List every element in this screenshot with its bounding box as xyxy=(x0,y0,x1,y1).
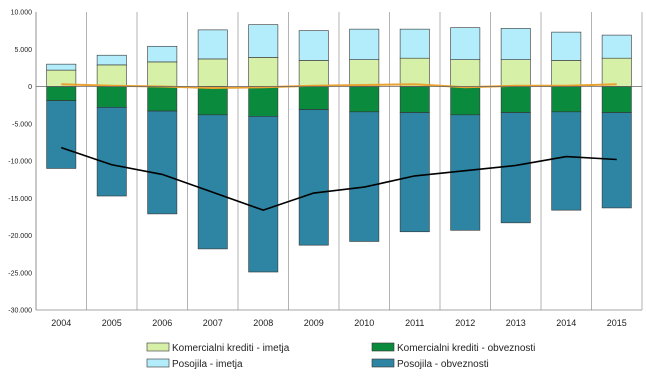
legend-label: Posojila - obveznosti xyxy=(397,359,489,370)
bar-2010-series-1 xyxy=(349,28,380,60)
bar-2011-series-0 xyxy=(399,57,430,87)
x-axis-labels: 2004 2005 2006 2007 2008 2009 2010 2011 2012 2013… xyxy=(51,318,627,328)
x-tick-label: 2010 xyxy=(354,318,374,328)
y-tick-label: 0 xyxy=(28,84,32,91)
bar-2007-series-0 xyxy=(197,58,228,87)
x-tick-label: 2007 xyxy=(203,318,223,328)
bar-2011-series-2 xyxy=(399,86,430,113)
bar-2013-series-2 xyxy=(500,86,531,113)
legend-label: Komercialni krediti - obveznosti xyxy=(397,343,535,354)
bar-2007-series-1 xyxy=(197,29,228,60)
bar-2011-series-1 xyxy=(399,28,430,59)
bar-2015-series-1 xyxy=(601,34,632,59)
y-tick-label: 10.000 xyxy=(11,10,33,17)
axes xyxy=(35,12,642,311)
x-tick-label: 2012 xyxy=(455,318,475,328)
bar-2015-series-2 xyxy=(601,86,632,113)
bar-2004-series-2 xyxy=(46,86,77,101)
x-tick-label: 2004 xyxy=(51,318,71,328)
x-tick-label: 2014 xyxy=(556,318,576,328)
x-tick-label: 2008 xyxy=(253,318,273,328)
bar-2010-series-0 xyxy=(349,59,380,87)
y-tick-label: 5.000 xyxy=(14,47,32,54)
bar-2014-series-2 xyxy=(551,86,582,113)
bar-2012-series-0 xyxy=(450,59,481,87)
x-tick-label: 2006 xyxy=(152,318,172,328)
bar-2012-series-1 xyxy=(450,27,481,60)
bar-2009-series-1 xyxy=(298,30,329,61)
y-tick-label: -10.000 xyxy=(8,159,32,166)
bar-2005-series-3 xyxy=(96,107,127,197)
legend-swatch xyxy=(371,358,395,368)
x-tick-label: 2009 xyxy=(304,318,324,328)
bar-2014-series-0 xyxy=(551,60,582,87)
y-tick-label: -30.000 xyxy=(8,308,32,315)
bar-2005-series-1 xyxy=(96,54,127,66)
x-tick-label: 2011 xyxy=(405,318,424,328)
bar-2008-series-3 xyxy=(248,116,279,273)
legend-swatch xyxy=(146,358,170,368)
bar-2014-series-3 xyxy=(551,111,582,211)
bar-2010-series-3 xyxy=(349,111,380,242)
y-axis-labels: 10.000 5.000 0 -5.000 -10.000 -15.000 -20.000 -… xyxy=(8,10,32,315)
bar-2006-series-1 xyxy=(147,45,178,63)
legend-swatch xyxy=(371,342,395,352)
legend-label: Posojila - imetja xyxy=(172,359,243,370)
y-tick-label: -5.000 xyxy=(12,121,32,128)
bar-2009-series-2 xyxy=(298,86,329,110)
bar-2004-series-3 xyxy=(46,100,77,169)
y-tick-label: -15.000 xyxy=(8,196,32,203)
bar-2015-series-3 xyxy=(601,112,632,209)
y-tick-label: -25.000 xyxy=(8,270,32,277)
bar-2007-series-2 xyxy=(197,86,228,116)
bar-2013-series-1 xyxy=(500,28,531,60)
bar-2006-series-2 xyxy=(147,86,178,112)
legend-label: Komercialni krediti - imetja xyxy=(172,343,290,354)
bar-2012-series-2 xyxy=(450,86,481,116)
bar-2006-series-0 xyxy=(147,61,178,87)
bar-2005-series-0 xyxy=(96,64,127,87)
bar-2014-series-1 xyxy=(551,31,582,61)
bar-2008-series-1 xyxy=(248,24,279,58)
bar-2012-series-3 xyxy=(450,114,481,231)
line-series-1 xyxy=(60,146,617,211)
bar-2013-series-3 xyxy=(500,112,531,224)
bar-2015-series-0 xyxy=(601,57,632,87)
x-tick-label: 2005 xyxy=(102,318,122,328)
bar-2013-series-0 xyxy=(500,59,531,87)
bar-2004-series-1 xyxy=(46,63,77,71)
bar-2008-series-2 xyxy=(248,86,279,117)
y-tick-label: -20.000 xyxy=(8,233,32,240)
legend-swatch xyxy=(146,342,170,352)
bar-2007-series-3 xyxy=(197,114,228,250)
bars xyxy=(46,24,632,273)
bar-2009-series-3 xyxy=(298,109,329,246)
bar-2006-series-3 xyxy=(147,110,178,215)
bar-2009-series-0 xyxy=(298,60,329,87)
bar-2010-series-2 xyxy=(349,86,380,113)
legend: Komercialni krediti - imetja Komercialni … xyxy=(146,342,535,370)
bar-2008-series-0 xyxy=(248,57,279,87)
bar-2011-series-3 xyxy=(399,112,430,233)
x-tick-label: 2015 xyxy=(607,318,627,328)
x-tick-label: 2013 xyxy=(506,318,526,328)
bar-2005-series-2 xyxy=(96,86,127,108)
